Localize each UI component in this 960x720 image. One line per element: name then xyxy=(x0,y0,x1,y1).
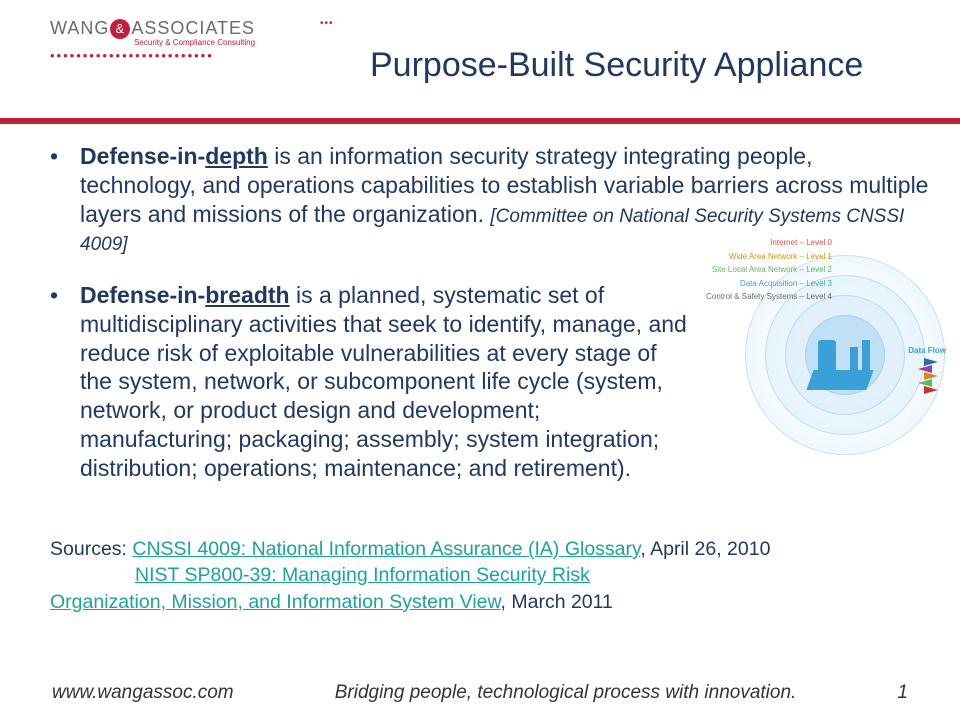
bullet-marker: • xyxy=(50,142,80,257)
logo-text-2: ASSOCIATES xyxy=(131,18,255,38)
bullet-text: Defense-in-breadth is a planned, systema… xyxy=(80,281,690,482)
slide-footer: www.wangassoc.com Bridging people, techn… xyxy=(0,682,960,704)
bullet-item: • Defense-in-breadth is a planned, syste… xyxy=(50,281,690,482)
sources-label: Sources: xyxy=(50,538,132,560)
logo-text-1: WANG xyxy=(50,18,109,38)
source-date-2: , March 2011 xyxy=(501,591,613,613)
sources-block: Sources: CNSSI 4009: National Informatio… xyxy=(50,536,770,615)
logo-tagline: Security & Compliance Consulting xyxy=(50,38,255,47)
source-link-2[interactable]: NIST SP800-39: Managing Information Secu… xyxy=(135,564,590,586)
bullet-marker: • xyxy=(50,281,80,482)
page-number: 1 xyxy=(897,682,908,704)
source-link-3[interactable]: Organization, Mission, and Information S… xyxy=(50,591,501,613)
logo-dots-decoration: ••••••••••••••••••••••••• xyxy=(50,48,214,63)
footer-tagline: Bridging people, technological process w… xyxy=(234,682,898,704)
divider-bar xyxy=(0,118,960,124)
content-area: • Defense-in-depth is an information sec… xyxy=(50,142,930,506)
source-date-1: , April 26, 2010 xyxy=(640,538,770,560)
key-term: Defense-in-depth xyxy=(80,143,268,169)
footer-url: www.wangassoc.com xyxy=(52,682,234,704)
logo-dots-right-decoration: ••• xyxy=(320,18,334,29)
slide-title: Purpose-Built Security Appliance xyxy=(370,46,863,85)
company-logo: WANG&ASSOCIATES Security & Compliance Co… xyxy=(50,18,255,47)
key-term: Defense-in-breadth xyxy=(80,282,290,308)
source-link-1[interactable]: CNSSI 4009: National Information Assuran… xyxy=(132,538,640,560)
logo-ampersand-icon: & xyxy=(110,19,130,39)
bullet-text: Defense-in-depth is an information secur… xyxy=(80,142,930,257)
bullet-item: • Defense-in-depth is an information sec… xyxy=(50,142,930,257)
